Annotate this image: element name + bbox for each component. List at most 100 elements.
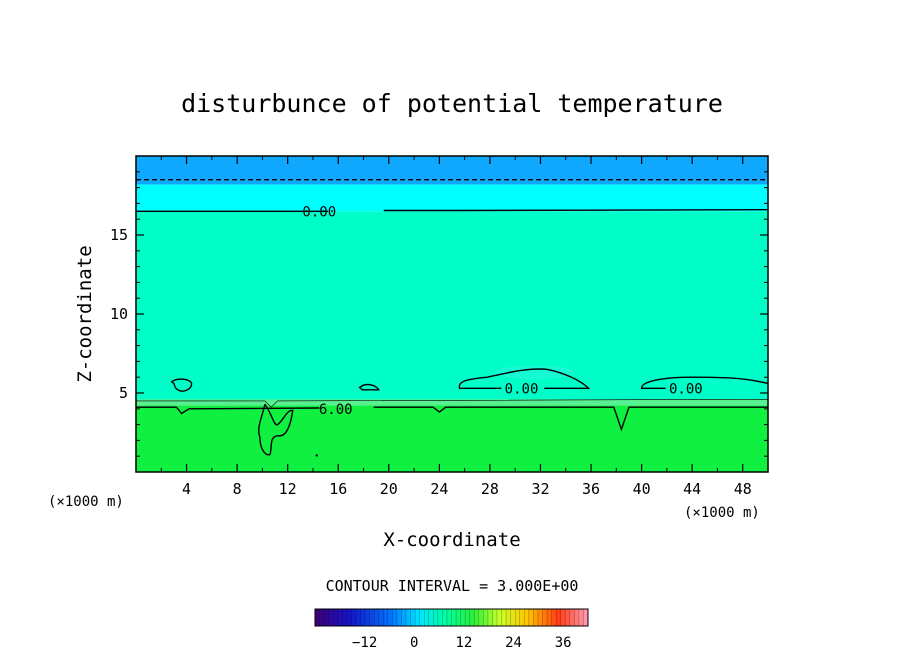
colorbar-cell xyxy=(487,609,493,626)
contour-lines: 0.00 0.00 0.00 6.00 xyxy=(136,179,768,457)
contour-zero-top-right xyxy=(383,209,768,212)
band-1 xyxy=(136,211,768,405)
contour-label-0: 0.00 xyxy=(302,204,336,220)
colorbar-cell xyxy=(483,609,489,626)
x-tick-label-2: 12 xyxy=(279,480,297,498)
x-tick-label-6: 28 xyxy=(481,480,499,498)
x-tick-label-10: 44 xyxy=(683,480,701,498)
colorbar-cell xyxy=(492,609,498,626)
x-tick-label-7: 32 xyxy=(531,480,549,498)
band-2 xyxy=(136,184,768,212)
contour-cloud-right xyxy=(640,376,768,389)
colorbar-cell xyxy=(328,609,334,626)
x-tick-label-1: 8 xyxy=(233,480,242,498)
colorbar-cell xyxy=(324,609,330,626)
colorbar-cell xyxy=(574,609,580,626)
colorbar-cell xyxy=(333,609,339,626)
colorbar-cell xyxy=(374,609,380,626)
colorbar-cell xyxy=(478,609,484,626)
colorbar-cell xyxy=(433,609,439,626)
contour-label-3: 6.00 xyxy=(319,402,353,418)
colorbar-cell xyxy=(396,609,402,626)
colorbar-tick-label-2: 12 xyxy=(455,635,472,651)
y-tick-label-0: 5 xyxy=(119,384,128,402)
x-tick-label-11: 48 xyxy=(734,480,752,498)
colorbar-cell xyxy=(446,609,452,626)
contour-small-mid xyxy=(358,383,380,391)
colorbar-cell xyxy=(401,609,407,626)
contour-interval-label: CONTOUR INTERVAL = 3.000E+00 xyxy=(326,577,579,595)
contour-cloud-center xyxy=(458,368,591,389)
colorbar-cell xyxy=(460,609,466,626)
colorbar-cell xyxy=(578,609,584,626)
colorbar-cell xyxy=(560,609,566,626)
colorbar-cell xyxy=(510,609,516,626)
contour-six xyxy=(136,406,768,432)
colorbar-cell xyxy=(524,609,530,626)
colorbar-cell xyxy=(319,609,325,626)
y-axis: 5 10 15 xyxy=(110,171,768,457)
colorbar-cell xyxy=(542,609,548,626)
x-unit-label-left: (×1000 m) xyxy=(48,494,124,510)
band-transition xyxy=(136,399,768,406)
colorbar-cell xyxy=(337,609,343,626)
colorbar-tick-label-1: 0 xyxy=(410,635,418,651)
colorbar-cell xyxy=(410,609,416,626)
x-tick-label-9: 40 xyxy=(633,480,651,498)
x-tick-label-8: 36 xyxy=(582,480,600,498)
colorbar-cell xyxy=(583,609,589,626)
colorbar-cell xyxy=(565,609,571,626)
y-tick-label-1: 10 xyxy=(110,305,128,323)
colorbar-cell xyxy=(346,609,352,626)
colorbar-cell xyxy=(315,609,321,626)
x-tick-label-4: 20 xyxy=(380,480,398,498)
colorbar-cell xyxy=(342,609,348,626)
colorbar-tick-label-4: 36 xyxy=(555,635,572,651)
colorbar-cell xyxy=(415,609,421,626)
colorbar-cell xyxy=(428,609,434,626)
colorbar-cell xyxy=(351,609,357,626)
plot-area xyxy=(136,156,768,472)
colorbar-cell xyxy=(369,609,375,626)
x-axis-label: X-coordinate xyxy=(383,529,520,551)
colorbar-cell xyxy=(519,609,525,626)
colorbar-cell xyxy=(474,609,480,626)
contour-small-left xyxy=(170,378,193,392)
colorbar xyxy=(314,608,589,627)
colorbar-cell xyxy=(437,609,443,626)
contour-plume xyxy=(258,403,294,456)
colorbar-cell xyxy=(442,609,448,626)
colorbar-tick-label-0: −12 xyxy=(352,635,377,651)
colorbar-cell xyxy=(469,609,475,626)
colorbar-cell xyxy=(360,609,366,626)
colorbar-ticks: −12 0 12 24 36 xyxy=(352,635,572,651)
colorbar-cell xyxy=(392,609,398,626)
x-tick-label-0: 4 xyxy=(182,480,191,498)
colorbar-cell xyxy=(547,609,553,626)
colorbar-cell xyxy=(497,609,503,626)
colorbar-cell xyxy=(501,609,507,626)
x-unit-label-right: (×1000 m) xyxy=(684,505,760,521)
band-0 xyxy=(136,404,768,472)
colorbar-cell xyxy=(451,609,457,626)
colorbar-cell xyxy=(506,609,512,626)
colorbar-cell xyxy=(528,609,534,626)
x-tick-label-5: 24 xyxy=(430,480,448,498)
colorbar-cell xyxy=(533,609,539,626)
colorbar-cell xyxy=(424,609,430,626)
colorbar-cell xyxy=(406,609,412,626)
colorbar-cell xyxy=(365,609,371,626)
colorbar-cell xyxy=(551,609,557,626)
x-axis: 4 8 12 16 20 24 28 32 36 40 44 48 xyxy=(160,156,752,498)
colorbar-tick-label-3: 24 xyxy=(505,635,522,651)
colorbar-cell xyxy=(515,609,521,626)
colorbar-cell xyxy=(556,609,562,626)
contour-label-2: 0.00 xyxy=(669,381,703,397)
colorbar-cell xyxy=(569,609,575,626)
band-highlight xyxy=(494,365,575,380)
y-tick-label-2: 15 xyxy=(110,226,128,244)
colorbar-cell xyxy=(419,609,425,626)
chart-title: disturbunce of potential temperature xyxy=(181,89,723,118)
x-tick-label-3: 16 xyxy=(329,480,347,498)
